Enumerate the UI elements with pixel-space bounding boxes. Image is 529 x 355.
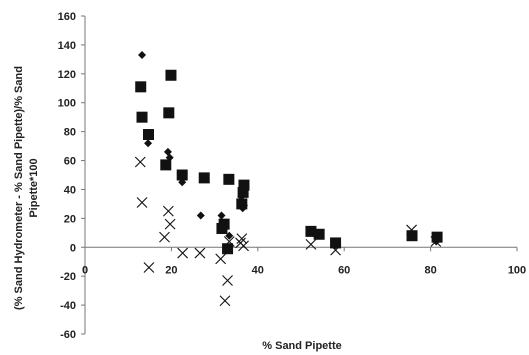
y-axis-title-line1: (% Sand Hydrometer - % Sand Pipette)/% S… bbox=[13, 66, 25, 310]
square-point bbox=[313, 228, 325, 240]
x-point bbox=[330, 244, 341, 256]
x-tick-label: 60 bbox=[338, 264, 350, 276]
x-point bbox=[305, 238, 317, 250]
diamond-point bbox=[144, 139, 153, 148]
x-point bbox=[238, 240, 249, 252]
x-point bbox=[162, 205, 174, 217]
diamond-point bbox=[163, 147, 172, 156]
y-tick-label: 80 bbox=[64, 127, 76, 139]
diamond-point bbox=[217, 211, 226, 220]
x-tick-label: 20 bbox=[165, 264, 177, 276]
square-point bbox=[236, 198, 248, 210]
diamond-point bbox=[196, 211, 205, 220]
x-point bbox=[215, 253, 227, 265]
square-point bbox=[135, 81, 147, 93]
square-point bbox=[237, 186, 249, 198]
x-tick-label: 80 bbox=[424, 264, 436, 276]
y-tick-label: 20 bbox=[64, 213, 76, 225]
y-axis-title-group: (% Sand Hydrometer - % Sand Pipette)/% S… bbox=[13, 66, 40, 310]
square-point bbox=[163, 107, 175, 119]
square-point bbox=[238, 179, 250, 191]
diamond-point bbox=[138, 51, 147, 60]
x-point bbox=[159, 231, 170, 243]
y-tick-label: -40 bbox=[60, 300, 76, 312]
x-axis-ticks: 0 20 40 60 80 100 bbox=[82, 247, 526, 276]
x-point bbox=[177, 247, 189, 259]
square-point bbox=[406, 230, 418, 242]
y-tick-label: 160 bbox=[58, 11, 76, 23]
x-tick-label: 40 bbox=[252, 264, 264, 276]
square-point bbox=[198, 172, 210, 184]
square-point bbox=[165, 69, 177, 81]
square-point bbox=[218, 218, 230, 230]
x-point bbox=[219, 295, 231, 307]
x-tick-label: 0 bbox=[82, 264, 88, 276]
square-point bbox=[136, 111, 148, 123]
x-point bbox=[236, 233, 248, 244]
square-point bbox=[176, 169, 188, 181]
square-point bbox=[431, 231, 443, 243]
x-point bbox=[164, 218, 176, 230]
y-axis-title-line2: Pipette*100 bbox=[28, 158, 40, 217]
y-tick-label: 140 bbox=[58, 40, 76, 52]
x-point bbox=[223, 236, 235, 247]
y-tick-label: -20 bbox=[60, 271, 76, 283]
square-point bbox=[330, 237, 342, 249]
x-point bbox=[194, 247, 206, 259]
square-point bbox=[222, 243, 234, 255]
x-point bbox=[134, 156, 146, 168]
x-axis-title: % Sand Pipette bbox=[262, 340, 341, 352]
y-tick-label: 100 bbox=[58, 98, 76, 110]
axes bbox=[84, 16, 517, 334]
x-point bbox=[430, 236, 442, 247]
x-point bbox=[222, 275, 233, 286]
x-point bbox=[143, 262, 155, 273]
y-axis-ticks: -60 -40 -20 0 20 40 60 80 100 120 140 160 bbox=[58, 11, 85, 341]
y-tick-label: 60 bbox=[64, 156, 76, 168]
x-point bbox=[136, 197, 148, 208]
y-tick-label: -60 bbox=[60, 329, 76, 341]
y-tick-label: 40 bbox=[64, 184, 76, 196]
y-tick-label: 0 bbox=[70, 242, 76, 254]
square-point bbox=[160, 159, 172, 171]
data-points bbox=[134, 51, 443, 307]
square-point bbox=[305, 225, 317, 237]
x-tick-label: 100 bbox=[508, 264, 526, 276]
square-point bbox=[223, 173, 235, 185]
square-point bbox=[143, 129, 155, 141]
y-tick-label: 120 bbox=[58, 69, 76, 81]
x-point bbox=[406, 224, 417, 236]
